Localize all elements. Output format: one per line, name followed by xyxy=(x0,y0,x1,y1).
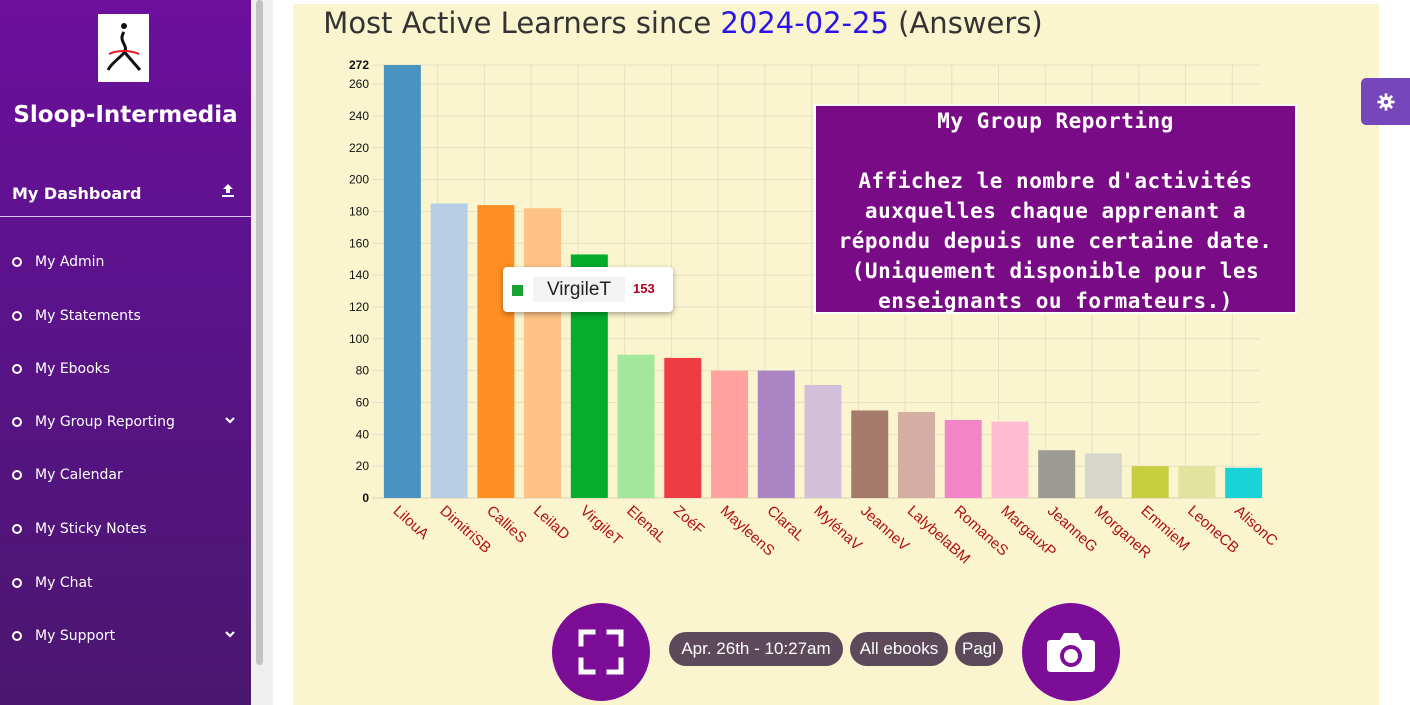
bullet-icon xyxy=(12,311,22,321)
x-tick-label: DimitriSB xyxy=(436,502,494,556)
logo-icon xyxy=(106,23,141,71)
y-tick-label: 220 xyxy=(349,141,369,155)
sidebar-item-support[interactable]: My Support xyxy=(0,622,251,652)
bar-AlisonC[interactable] xyxy=(1225,467,1263,498)
sidebar-item-label: My Admin xyxy=(35,254,105,270)
sidebar-item-label: My Statements xyxy=(35,308,141,324)
info-box: My Group Reporting Affichez le nombre d'… xyxy=(814,104,1297,314)
fullscreen-button[interactable] xyxy=(552,603,650,701)
sidebar-item-label: My Ebooks xyxy=(35,361,111,377)
y-tick-label: 160 xyxy=(349,236,369,250)
settings-button[interactable] xyxy=(1361,78,1410,125)
bullet-icon xyxy=(12,470,22,480)
sidebar-divider xyxy=(0,216,251,217)
title-suffix: (Answers) xyxy=(898,6,1043,40)
y-tick-label: 40 xyxy=(356,427,370,441)
y-tick-label: 140 xyxy=(349,268,369,282)
bar-LeoneCB[interactable] xyxy=(1178,466,1216,498)
x-tick-label: MylénaV xyxy=(810,502,865,554)
sidebar-item-label: My Calendar xyxy=(35,467,123,483)
upload-icon[interactable] xyxy=(221,183,235,204)
sidebar-item-label: My Group Reporting xyxy=(35,414,175,430)
bar-MargauxP[interactable] xyxy=(991,421,1029,498)
sidebar-item-group-reporting[interactable]: My Group Reporting xyxy=(0,408,251,438)
bullet-icon xyxy=(12,578,22,588)
camera-icon xyxy=(1047,633,1095,672)
x-tick-label: LeoneCB xyxy=(1184,502,1242,556)
bar-EmmieM[interactable] xyxy=(1131,466,1169,498)
y-tick-label: 200 xyxy=(349,173,369,187)
title-date[interactable]: 2024-02-25 xyxy=(720,6,889,40)
sidebar-item-label: My Sticky Notes xyxy=(35,521,147,537)
x-tick-label: ZoéF xyxy=(670,502,707,538)
sidebar-item-calendar[interactable]: My Calendar xyxy=(0,461,251,491)
bullet-icon xyxy=(12,417,22,427)
info-box-title: My Group Reporting xyxy=(937,109,1174,133)
y-tick-label: 272 xyxy=(349,58,369,72)
bullet-icon xyxy=(12,524,22,534)
brand-name: Sloop-Intermedia xyxy=(13,102,238,128)
dashboard-heading[interactable]: My Dashboard xyxy=(12,184,142,203)
sidebar-item-ebooks[interactable]: My Ebooks xyxy=(0,355,251,385)
y-tick-label: 180 xyxy=(349,204,369,218)
x-tick-label: LeilaD xyxy=(530,502,573,543)
chevron-down-icon[interactable] xyxy=(224,628,236,640)
bar-RomaneS[interactable] xyxy=(944,419,982,498)
sidebar-item-chat[interactable]: My Chat xyxy=(0,569,251,599)
sidebar-item-sticky-notes[interactable]: My Sticky Notes xyxy=(0,515,251,545)
bar-ElenaL[interactable] xyxy=(617,354,655,498)
tooltip-name: VirgileT xyxy=(533,277,625,302)
info-box-body: Affichez le nombre d'activités auxquelle… xyxy=(838,169,1273,313)
sidebar-item-statements[interactable]: My Statements xyxy=(0,302,251,332)
bar-MayleenS[interactable] xyxy=(711,370,749,498)
bullet-icon xyxy=(12,364,22,374)
y-tick-label: 260 xyxy=(349,77,369,91)
sidebar-item-label: My Support xyxy=(35,628,116,644)
bar-CallieS[interactable] xyxy=(477,205,515,498)
bar-LilouA[interactable] xyxy=(383,65,421,498)
page-pill[interactable]: Pagl xyxy=(955,632,1003,666)
bar-LeilaD[interactable] xyxy=(524,208,562,498)
y-tick-label: 80 xyxy=(356,364,370,378)
chevron-down-icon[interactable] xyxy=(224,414,236,426)
tooltip-value: 153 xyxy=(633,281,655,296)
y-tick-label: 100 xyxy=(349,332,369,346)
date-pill[interactable]: Apr. 26th - 10:27am xyxy=(669,632,843,666)
bar-MorganeR[interactable] xyxy=(1084,453,1122,498)
title-prefix: Most Active Learners since xyxy=(323,6,712,40)
x-tick-label: JeanneV xyxy=(857,502,912,554)
gear-icon xyxy=(1376,92,1395,111)
x-tick-label: ElenaL xyxy=(623,502,669,546)
bar-JeanneV[interactable] xyxy=(851,410,889,498)
bullet-icon xyxy=(12,257,22,267)
y-tick-label: 120 xyxy=(349,300,369,314)
sidebar-item-admin[interactable]: My Admin xyxy=(0,248,251,278)
y-tick-label: 20 xyxy=(356,459,370,473)
x-tick-label: LilouA xyxy=(390,502,432,543)
y-tick-label: 0 xyxy=(362,491,369,505)
screenshot-button[interactable] xyxy=(1022,603,1120,701)
sidebar-item-label: My Chat xyxy=(35,575,93,591)
tooltip-swatch xyxy=(512,285,523,296)
x-tick-label: VirgileT xyxy=(577,502,626,548)
x-tick-label: ClaraL xyxy=(764,502,808,544)
ebooks-pill[interactable]: All ebooks xyxy=(850,632,948,666)
bar-JeanneG[interactable] xyxy=(1038,450,1076,498)
bar-ClaraL[interactable] xyxy=(757,370,795,498)
y-tick-label: 60 xyxy=(356,395,370,409)
sidebar: Sloop-Intermedia My Dashboard My Admin My… xyxy=(0,0,251,705)
brand-logo[interactable] xyxy=(98,14,149,82)
bullet-icon xyxy=(12,631,22,641)
bar-LalybelaBM[interactable] xyxy=(897,412,935,498)
y-tick-label: 240 xyxy=(349,109,369,123)
bar-MylénaV[interactable] xyxy=(804,384,842,498)
chart-tooltip: VirgileT 153 xyxy=(503,267,673,312)
chart-title: Most Active Learners since 2024-02-25 (A… xyxy=(293,6,1073,40)
fullscreen-icon xyxy=(578,629,624,675)
bar-DimitriSB[interactable] xyxy=(430,203,468,498)
bar-ZoéF[interactable] xyxy=(664,357,702,498)
scrollbar-thumb[interactable] xyxy=(256,0,263,665)
